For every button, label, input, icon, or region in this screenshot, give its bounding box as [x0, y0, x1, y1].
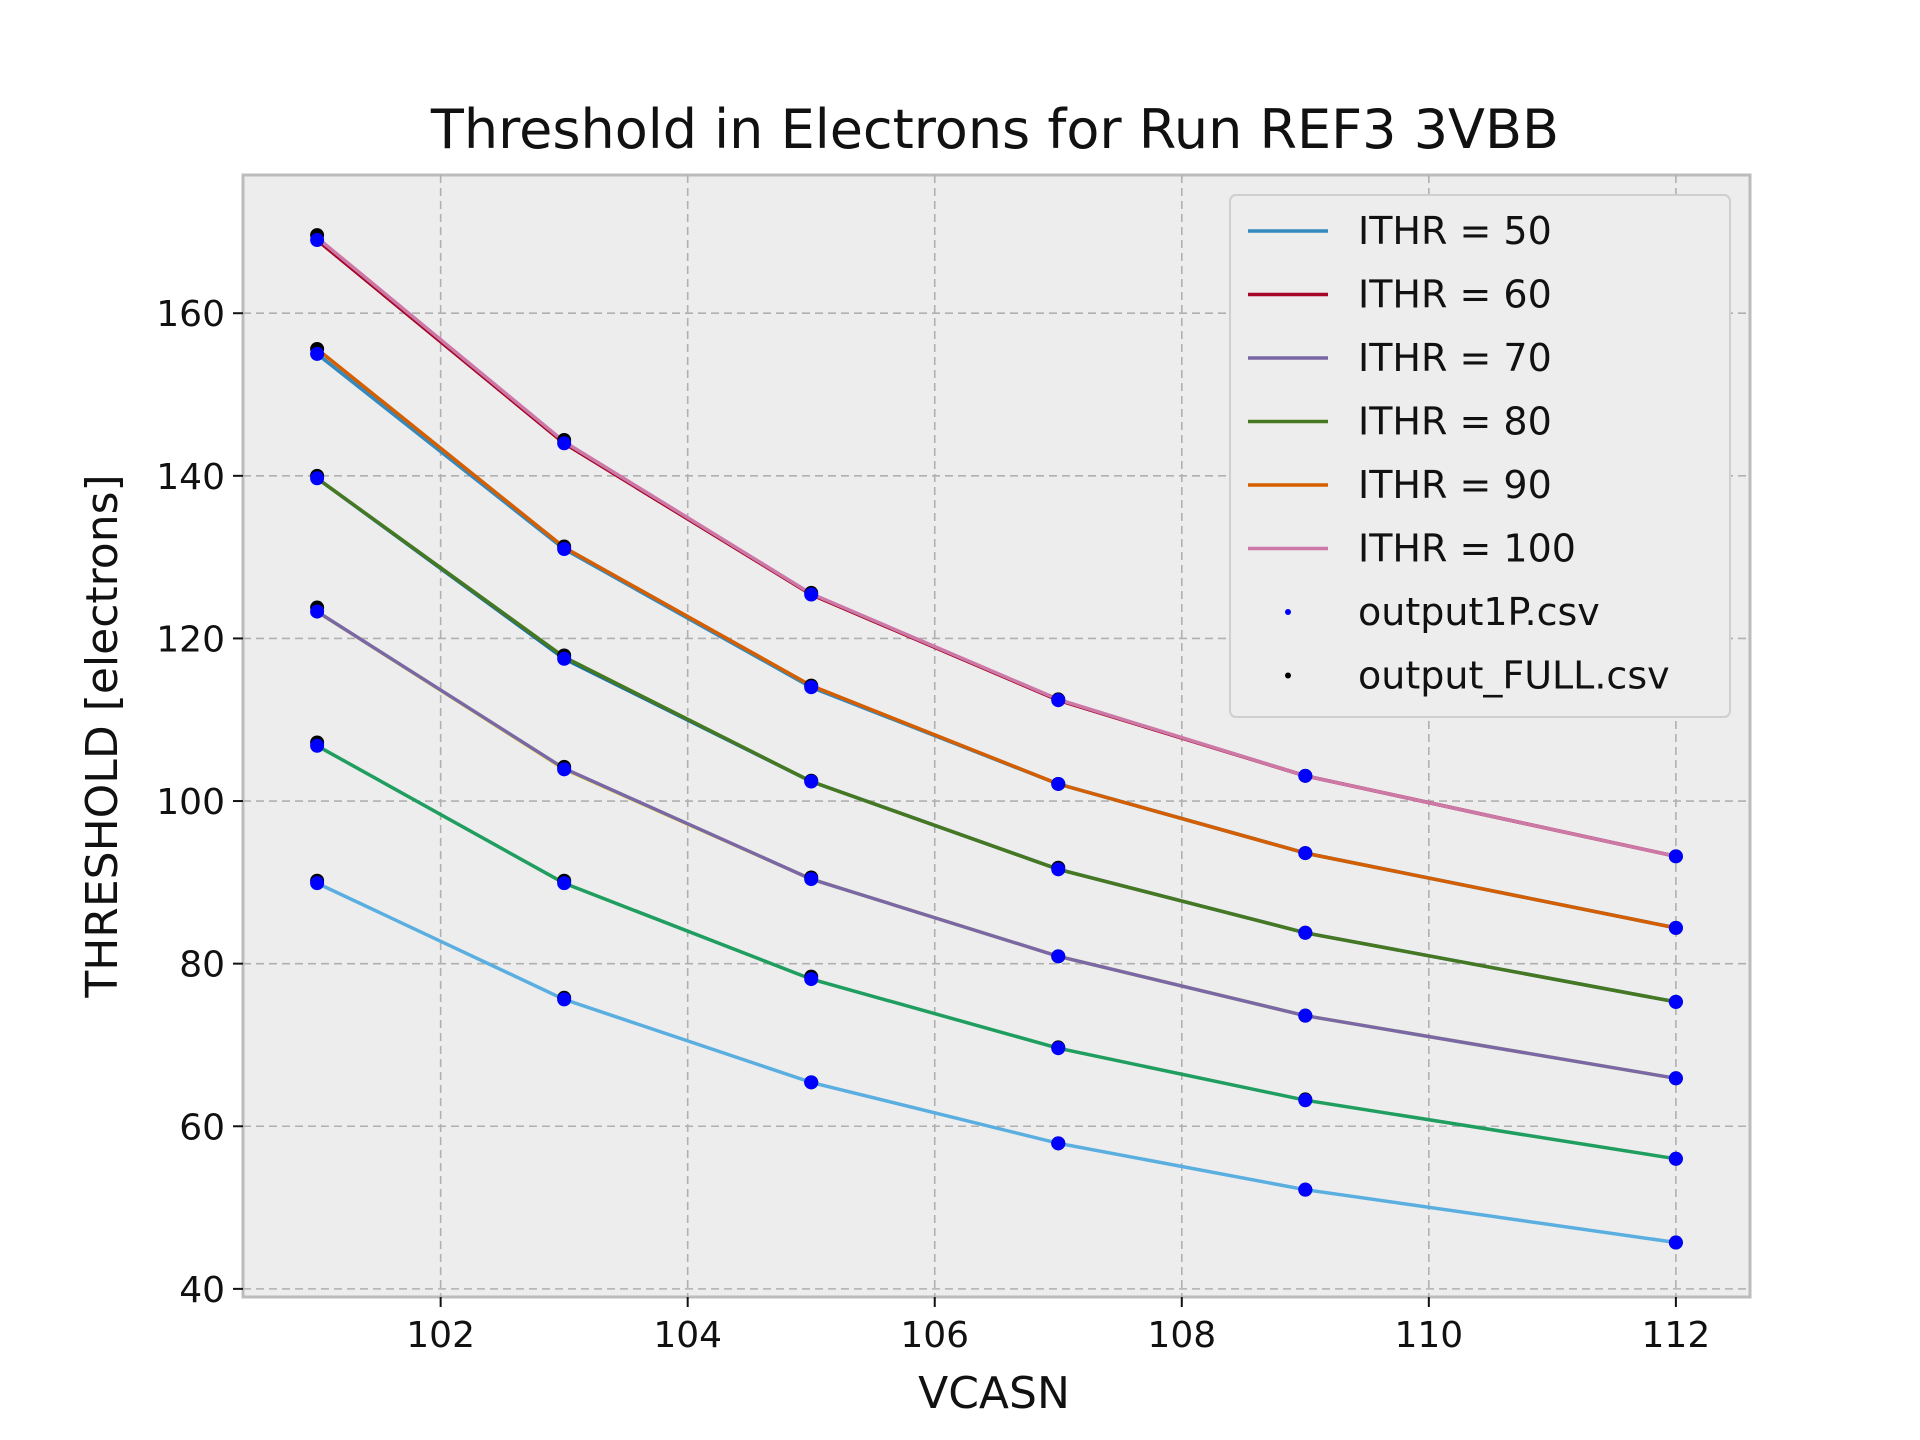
point-output1p [804, 774, 819, 789]
legend-label: ITHR = 80 [1358, 400, 1552, 444]
point-output1p [1298, 1008, 1313, 1023]
y-tick-label: 160 [156, 294, 225, 335]
y-axis: 40 60 80 100 120 140 160 [156, 294, 243, 1311]
point-output1p [1051, 1136, 1066, 1151]
x-tick-label: 112 [1642, 1315, 1711, 1356]
x-axis: 102 104 106 108 110 112 [406, 1297, 1710, 1356]
point-output1p [804, 680, 819, 695]
x-tick-label: 104 [653, 1315, 722, 1356]
y-tick-label: 60 [179, 1107, 225, 1148]
x-tick-label: 108 [1147, 1315, 1216, 1356]
legend-label: output1P.csv [1358, 590, 1600, 634]
point-output1p [310, 738, 325, 753]
legend-marker [1285, 609, 1291, 615]
point-output1p [557, 651, 572, 666]
chart-title: Threshold in Electrons for Run REF3 3VBB [430, 98, 1559, 161]
point-output1p [1298, 925, 1313, 940]
point-output1p [804, 1075, 819, 1090]
point-output1p [1668, 1235, 1683, 1250]
point-output1p [557, 762, 572, 777]
point-output1p [1051, 862, 1066, 877]
point-output1p [804, 587, 819, 602]
x-tick-label: 110 [1394, 1315, 1463, 1356]
legend: ITHR = 50 ITHR = 60 ITHR = 70 ITHR = 80 ITHR… [1229, 194, 1731, 718]
point-output1p [310, 604, 325, 619]
y-tick-label: 40 [179, 1270, 225, 1311]
legend-label: ITHR = 50 [1358, 209, 1552, 253]
series-lines [315, 236, 1677, 1245]
point-output1p [310, 233, 325, 248]
y-tick-label: 120 [156, 619, 225, 660]
legend-label: ITHR = 70 [1358, 336, 1552, 380]
point-output1p [1051, 693, 1066, 708]
point-output1p [1051, 949, 1066, 964]
point-output1p [557, 992, 572, 1007]
y-axis-label: THRESHOLD [electrons] [77, 474, 128, 998]
point-output1p [1668, 920, 1683, 935]
point-output1p [1668, 1151, 1683, 1166]
y-tick-label: 140 [156, 457, 225, 498]
series-line-ithr-80 [316, 476, 1677, 1004]
scatter-points [310, 228, 1683, 1250]
legend-label: ITHR = 90 [1358, 463, 1552, 507]
point-output1p [1298, 846, 1313, 861]
series-line-4 [316, 744, 1677, 1161]
series-line-5 [316, 881, 1677, 1245]
point-output1p [1051, 776, 1066, 791]
series-line-ithr-70 [316, 610, 1677, 1081]
point-output1p [557, 876, 572, 891]
series-line-ithr-90 [316, 347, 1677, 930]
legend-marker [1285, 672, 1291, 679]
point-output1p [557, 436, 572, 451]
point-output1p [1668, 1071, 1683, 1086]
y-tick-label: 80 [179, 945, 225, 986]
x-axis-label: VCASN [918, 1368, 1070, 1419]
y-tick-label: 100 [156, 782, 225, 823]
point-output1p [1298, 1182, 1313, 1197]
x-tick-label: 106 [900, 1315, 969, 1356]
point-output1p [1298, 768, 1313, 783]
point-output1p [310, 346, 325, 361]
point-output1p [1051, 1041, 1066, 1056]
legend-label: ITHR = 60 [1358, 273, 1552, 317]
point-output1p [1668, 849, 1683, 864]
point-output1p [804, 972, 819, 987]
x-tick-label: 102 [406, 1315, 475, 1356]
series-line-ithr-100 [315, 236, 1677, 859]
legend-box [1229, 194, 1731, 718]
point-output1p [310, 876, 325, 891]
point-output1p [310, 471, 325, 486]
legend-label: ITHR = 100 [1358, 527, 1576, 571]
point-output1p [1298, 1093, 1313, 1108]
point-output1p [804, 872, 819, 887]
point-output1p [557, 542, 572, 556]
point-output1p [1668, 994, 1683, 1009]
legend-label: output_FULL.csv [1358, 654, 1670, 698]
